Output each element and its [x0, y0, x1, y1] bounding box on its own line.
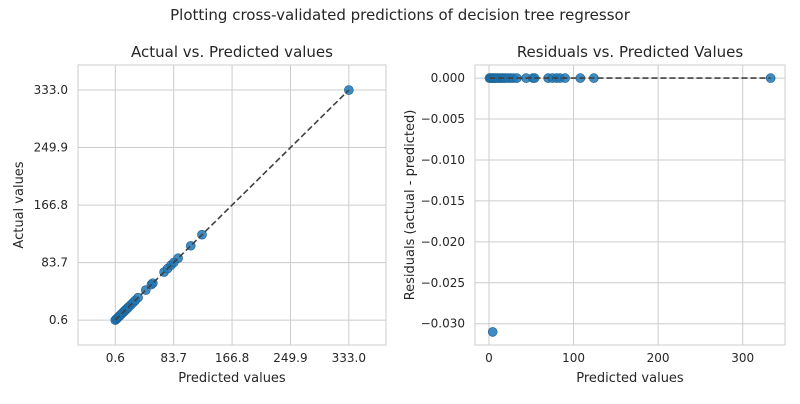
left-x-tick-label: 0.6 — [106, 351, 125, 365]
right-ticks: 0 100 200 300 0.000 −0.005 −0.010 −0.015 −0.020 −… — [421, 71, 755, 365]
right-x-tick-label: 200 — [647, 351, 670, 365]
right-data-point — [487, 327, 498, 337]
figure-suptitle: Plotting cross-validated predictions of … — [170, 6, 631, 24]
right-plot-area — [474, 64, 786, 346]
left-y-tick-label: 83.7 — [41, 256, 68, 270]
right-x-tick-label: 300 — [731, 351, 754, 365]
right-y-tick-label: 0.000 — [431, 71, 465, 85]
right-x-axis-label: Predicted values — [576, 371, 684, 386]
left-x-tick-label: 83.7 — [160, 351, 187, 365]
right-y-tick-label: −0.030 — [421, 317, 465, 331]
right-y-tick-label: −0.005 — [421, 112, 465, 126]
left-x-axis-label: Predicted values — [178, 371, 286, 386]
left-y-tick-label: 0.6 — [49, 313, 68, 327]
left-chart: 0.6 83.7 166.8 249.9 333.0 0.6 83.7 166.8 249.9 3… — [12, 43, 387, 386]
left-ticks: 0.6 83.7 166.8 249.9 333.0 0.6 83.7 166.8 249.9 3… — [34, 83, 366, 365]
left-marks — [110, 85, 354, 325]
right-chart-title: Residuals vs. Predicted Values — [517, 43, 744, 61]
left-y-tick-label: 166.8 — [34, 198, 68, 212]
left-y-axis-label: Actual values — [12, 161, 27, 248]
right-x-tick-label: 0 — [485, 351, 493, 365]
right-y-axis-label: Residuals (actual - predicted) — [403, 110, 418, 301]
left-reference-line — [114, 89, 350, 321]
right-chart: 0 100 200 300 0.000 −0.005 −0.010 −0.015 −0.020 −… — [403, 43, 786, 386]
right-x-tick-label: 100 — [562, 351, 585, 365]
right-marks — [484, 73, 776, 337]
left-chart-title: Actual vs. Predicted values — [131, 43, 333, 61]
right-y-tick-label: −0.015 — [421, 194, 465, 208]
right-y-tick-label: −0.010 — [421, 153, 465, 167]
right-y-tick-label: −0.020 — [421, 235, 465, 249]
right-y-tick-label: −0.025 — [421, 276, 465, 290]
left-x-tick-label: 333.0 — [332, 351, 366, 365]
left-x-tick-label: 249.9 — [273, 351, 307, 365]
left-x-tick-label: 166.8 — [215, 351, 249, 365]
left-y-tick-label: 249.9 — [34, 141, 68, 155]
left-y-tick-label: 333.0 — [34, 83, 68, 97]
